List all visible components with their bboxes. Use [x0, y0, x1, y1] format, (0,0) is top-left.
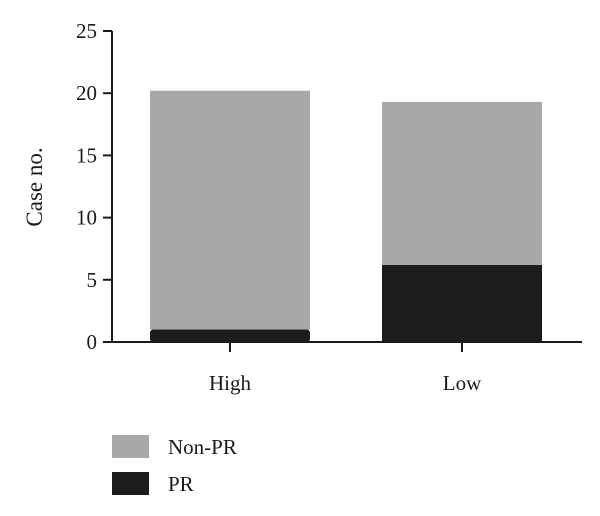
x-tick-label: Low	[443, 371, 482, 395]
y-axis-title: Case no.	[22, 147, 47, 226]
bar-high-non-pr	[150, 90, 310, 330]
y-tick-label: 15	[76, 143, 97, 167]
y-tick-label: 20	[76, 81, 97, 105]
bar-low-pr	[382, 264, 542, 342]
legend: Non-PR PR	[112, 435, 237, 496]
y-tick-label: 10	[76, 206, 97, 230]
legend-swatch-non-pr	[112, 435, 149, 458]
y-tick-label: 0	[87, 330, 98, 354]
legend-swatch-pr	[112, 472, 149, 495]
plot-area: 0 5 10 15 20 25 High Low	[76, 19, 582, 395]
x-tick-label: High	[209, 371, 252, 395]
y-tick-label: 25	[76, 19, 97, 43]
legend-label-pr: PR	[168, 472, 194, 496]
legend-label-non-pr: Non-PR	[168, 435, 237, 459]
bar-low-non-pr	[382, 101, 542, 265]
y-tick-label: 5	[87, 268, 98, 292]
bar-high-pr	[150, 329, 310, 342]
